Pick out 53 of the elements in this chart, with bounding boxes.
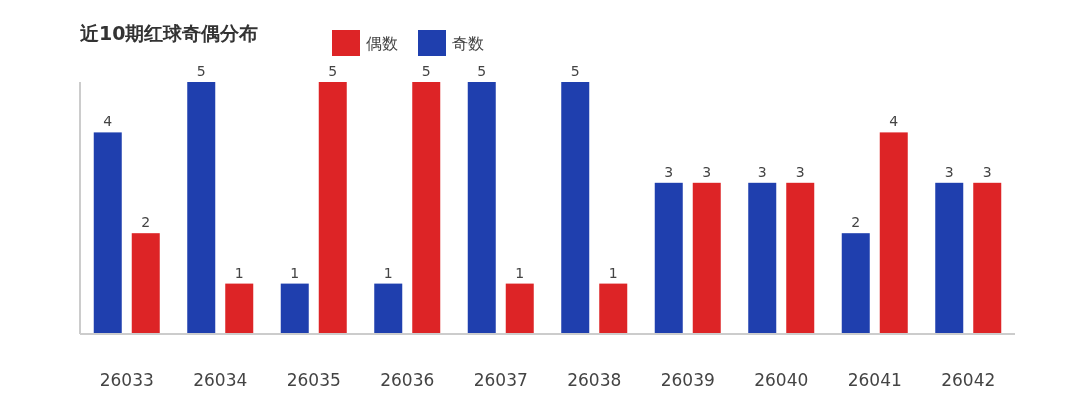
x-tick-label: 26036 [380, 370, 435, 390]
bar [280, 283, 309, 334]
data-label: 1 [515, 264, 525, 281]
x-tick-label: 26041 [847, 370, 902, 390]
bar [973, 182, 1002, 334]
data-label: 5 [328, 63, 338, 79]
data-label: 4 [889, 113, 899, 130]
bar [187, 82, 216, 334]
bar [374, 283, 403, 334]
bar [935, 182, 964, 334]
data-label: 3 [702, 163, 712, 180]
bar [505, 283, 534, 334]
data-label: 5 [570, 63, 580, 79]
bar [467, 82, 496, 334]
data-label: 3 [982, 163, 992, 180]
bar [692, 182, 721, 334]
bar [412, 82, 441, 334]
data-label: 1 [234, 264, 244, 281]
legend-label: 偶数 [366, 34, 398, 53]
x-tick-label: 26042 [941, 370, 996, 390]
data-label: 3 [795, 163, 805, 180]
x-tick-label: 26035 [286, 370, 341, 390]
bar [561, 82, 590, 334]
bar [786, 182, 815, 334]
data-label: 5 [196, 63, 206, 79]
data-label: 1 [608, 264, 618, 281]
data-label: 2 [141, 214, 151, 231]
bar [131, 233, 160, 334]
bar [225, 283, 254, 334]
x-tick-label: 26034 [193, 370, 248, 390]
data-label: 3 [664, 163, 674, 180]
data-label: 5 [477, 63, 487, 79]
x-tick-label: 26039 [660, 370, 715, 390]
x-tick-label: 26040 [754, 370, 809, 390]
data-label: 1 [290, 264, 300, 281]
bar [93, 132, 122, 334]
data-label: 4 [103, 113, 113, 130]
bar [748, 182, 777, 334]
data-label: 5 [421, 63, 431, 79]
chart-title: 近10期红球奇偶分布 [79, 22, 259, 44]
bar [318, 82, 347, 334]
x-tick-label: 26033 [99, 370, 154, 390]
bar [654, 182, 683, 334]
bar [879, 132, 908, 334]
data-label: 2 [851, 214, 861, 231]
legend-label: 奇数 [452, 34, 484, 53]
x-tick-label: 26037 [473, 370, 528, 390]
data-label: 3 [944, 163, 954, 180]
bar [841, 233, 870, 334]
data-label: 1 [383, 264, 393, 281]
x-tick-label: 26038 [567, 370, 622, 390]
data-label: 3 [757, 163, 767, 180]
bar [599, 283, 628, 334]
